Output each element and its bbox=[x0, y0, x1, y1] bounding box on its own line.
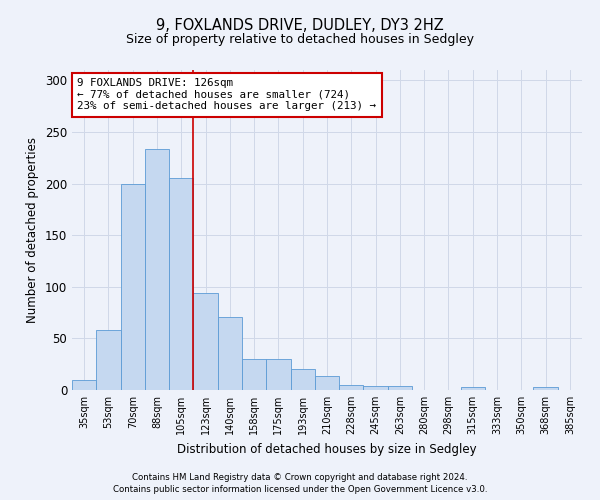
Bar bbox=[533, 387, 558, 390]
Text: Contains public sector information licensed under the Open Government Licence v3: Contains public sector information licen… bbox=[113, 485, 487, 494]
Y-axis label: Number of detached properties: Number of detached properties bbox=[26, 137, 40, 323]
Text: 9 FOXLANDS DRIVE: 126sqm
← 77% of detached houses are smaller (724)
23% of semi-: 9 FOXLANDS DRIVE: 126sqm ← 77% of detach… bbox=[77, 78, 376, 111]
Bar bbox=[96, 330, 121, 390]
Bar bbox=[72, 380, 96, 390]
Text: Contains HM Land Registry data © Crown copyright and database right 2024.: Contains HM Land Registry data © Crown c… bbox=[132, 472, 468, 482]
Bar bbox=[315, 376, 339, 390]
Bar bbox=[290, 370, 315, 390]
Bar bbox=[266, 359, 290, 390]
Text: Size of property relative to detached houses in Sedgley: Size of property relative to detached ho… bbox=[126, 32, 474, 46]
Bar bbox=[364, 386, 388, 390]
Bar bbox=[388, 386, 412, 390]
Bar bbox=[145, 150, 169, 390]
Text: Distribution of detached houses by size in Sedgley: Distribution of detached houses by size … bbox=[177, 442, 477, 456]
Bar bbox=[218, 316, 242, 390]
Bar bbox=[339, 385, 364, 390]
Text: 9, FOXLANDS DRIVE, DUDLEY, DY3 2HZ: 9, FOXLANDS DRIVE, DUDLEY, DY3 2HZ bbox=[156, 18, 444, 32]
Bar bbox=[193, 293, 218, 390]
Bar bbox=[121, 184, 145, 390]
Bar bbox=[169, 178, 193, 390]
Bar bbox=[242, 359, 266, 390]
Bar bbox=[461, 387, 485, 390]
